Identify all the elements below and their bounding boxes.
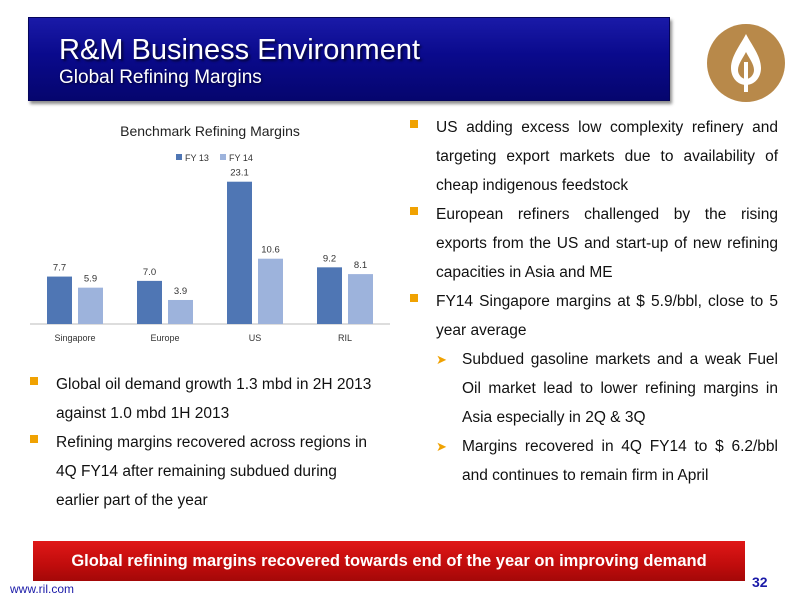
sub-bullet-item: ➤ Subdued gasoline markets and a weak Fue…	[436, 345, 778, 432]
bullet-square-icon	[410, 294, 418, 302]
data-label: 7.0	[143, 267, 156, 278]
legend-swatch	[176, 154, 182, 160]
arrow-bullet-icon: ➤	[436, 352, 447, 367]
bar	[317, 267, 342, 324]
sub-bullet-item: ➤ Margins recovered in 4Q FY14 to $ 6.2/b…	[436, 432, 778, 490]
bullet-square-icon	[30, 435, 38, 443]
legend-label: FY 13	[185, 153, 209, 163]
arrow-bullet-icon: ➤	[436, 439, 447, 454]
right-bullet-list: US adding excess low complexity refinery…	[410, 113, 778, 490]
category-label: US	[249, 333, 262, 343]
data-label: 3.9	[174, 286, 187, 297]
website-link[interactable]: www.ril.com	[10, 582, 75, 596]
bullet-square-icon	[410, 207, 418, 215]
bullet-square-icon	[410, 120, 418, 128]
bar	[348, 274, 373, 324]
bar	[47, 276, 72, 324]
left-bullet-list: Global oil demand growth 1.3 mbd in 2H 2…	[30, 370, 382, 515]
slide-number: 32	[752, 574, 768, 590]
bullet-item: Global oil demand growth 1.3 mbd in 2H 2…	[30, 370, 382, 428]
summary-banner: Global refining margins recovered toward…	[33, 541, 745, 581]
title-bar: R&M Business Environment Global Refining…	[28, 17, 670, 101]
category-label: RIL	[338, 333, 352, 343]
benchmark-margins-chart: Benchmark Refining Margins FY 13 FY 14 7.7 5…	[30, 115, 400, 350]
bullet-item: Refining margins recovered across region…	[30, 428, 382, 515]
sub-bullet-list: ➤ Subdued gasoline markets and a weak Fue…	[436, 345, 778, 490]
bar	[78, 287, 103, 324]
bar	[168, 299, 193, 324]
data-label: 10.6	[261, 245, 280, 256]
page-title: R&M Business Environment	[59, 34, 421, 66]
data-label: 8.1	[354, 260, 367, 271]
bullet-square-icon	[30, 377, 38, 385]
reliance-logo-icon	[705, 22, 787, 104]
bullet-item: FY14 Singapore margins at $ 5.9/bbl, clo…	[410, 287, 778, 490]
data-label: 5.9	[84, 274, 97, 285]
page-subtitle: Global Refining Margins	[59, 67, 262, 88]
data-label: 23.1	[230, 168, 249, 179]
data-label: 9.2	[323, 253, 336, 264]
chart-title: Benchmark Refining Margins	[120, 123, 300, 139]
bullet-item: European refiners challenged by the risi…	[410, 200, 778, 287]
category-label: Singapore	[54, 333, 95, 343]
bar	[227, 181, 252, 324]
legend-swatch	[220, 154, 226, 160]
legend-label: FY 14	[229, 153, 253, 163]
chart-svg: Benchmark Refining Margins FY 13 FY 14 7.7 5…	[30, 123, 390, 343]
bar	[258, 258, 283, 324]
bar	[137, 280, 162, 324]
data-label: 7.7	[53, 263, 66, 274]
category-label: Europe	[150, 333, 179, 343]
bullet-item: US adding excess low complexity refinery…	[410, 113, 778, 200]
